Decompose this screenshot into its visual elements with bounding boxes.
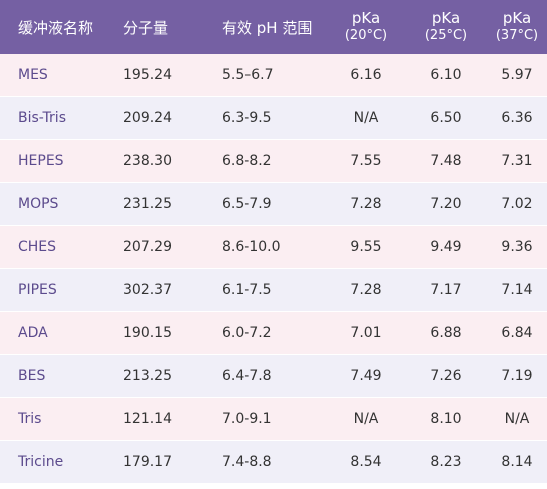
buffer-name: PIPES (18, 282, 57, 298)
table-row: ADA 190.15 6.0-7.2 7.01 6.88 6.84 (0, 312, 547, 355)
pka-37: 7.14 (501, 282, 533, 298)
molecular-weight: 121.14 (123, 411, 172, 427)
buffer-name: Tris (18, 411, 42, 427)
buffer-name: CHES (18, 239, 57, 255)
pka-37: 5.97 (501, 67, 533, 83)
header-pka25: pKa (25°C) (405, 10, 487, 44)
molecular-weight: 179.17 (123, 454, 172, 470)
ph-range: 8.6-10.0 (222, 239, 281, 255)
pka-20: 6.16 (350, 67, 382, 83)
ph-range: 7.4-8.8 (222, 454, 272, 470)
buffer-name: ADA (18, 325, 48, 341)
ph-range: 6.0-7.2 (222, 325, 272, 341)
ph-range: 6.4-7.8 (222, 368, 272, 384)
table-row: Tricine 179.17 7.4-8.8 8.54 8.23 8.14 (0, 441, 547, 484)
header-pka25-temp: (25°C) (424, 28, 468, 43)
pka-37: 7.02 (501, 196, 533, 212)
molecular-weight: 302.37 (123, 282, 172, 298)
pka-37: 7.31 (501, 153, 533, 169)
table-row: MOPS 231.25 6.5-7.9 7.28 7.20 7.02 (0, 183, 547, 226)
header-pka20-label: pKa (351, 9, 381, 27)
header-pka25-label: pKa (431, 9, 461, 27)
pka-37: 6.84 (501, 325, 533, 341)
header-range: 有效 pH 范围 (222, 18, 313, 37)
table-header: 缓冲液名称 分子量 有效 pH 范围 pKa (20°C) pKa (25°C)… (0, 0, 547, 54)
buffer-name: MES (18, 67, 48, 83)
pka-25: 7.20 (430, 196, 462, 212)
molecular-weight: 238.30 (123, 153, 172, 169)
pka-37: 6.36 (501, 110, 533, 126)
ph-range: 6.5-7.9 (222, 196, 272, 212)
table-row: HEPES 238.30 6.8-8.2 7.55 7.48 7.31 (0, 140, 547, 183)
ph-range: 6.1-7.5 (222, 282, 272, 298)
table-row: MES 195.24 5.5–6.7 6.16 6.10 5.97 (0, 54, 547, 97)
pka-37: 9.36 (501, 239, 533, 255)
molecular-weight: 209.24 (123, 110, 172, 126)
header-mw: 分子量 (123, 18, 169, 37)
pka-25: 8.23 (430, 454, 462, 470)
buffer-name: MOPS (18, 196, 59, 212)
ph-range: 7.0-9.1 (222, 411, 272, 427)
molecular-weight: 190.15 (123, 325, 172, 341)
buffer-name: Bis-Tris (18, 110, 66, 126)
pka-20: 9.55 (350, 239, 382, 255)
buffer-name: Tricine (18, 454, 64, 470)
table-row: Tris 121.14 7.0-9.1 N/A 8.10 N/A (0, 398, 547, 441)
buffer-name: BES (18, 368, 46, 384)
pka-20: 7.01 (350, 325, 382, 341)
ph-range: 6.8-8.2 (222, 153, 272, 169)
ph-range: 5.5–6.7 (222, 67, 274, 83)
pka-20: 7.55 (350, 153, 382, 169)
pka-25: 6.10 (430, 67, 462, 83)
header-name: 缓冲液名称 (18, 18, 94, 37)
header-pka37-label: pKa (502, 9, 532, 27)
molecular-weight: 207.29 (123, 239, 172, 255)
pka-25: 7.26 (430, 368, 462, 384)
table-row: Bis-Tris 209.24 6.3-9.5 N/A 6.50 6.36 (0, 97, 547, 140)
pka-20: N/A (353, 411, 379, 427)
pka-20: 8.54 (350, 454, 382, 470)
molecular-weight: 213.25 (123, 368, 172, 384)
buffer-name: HEPES (18, 153, 64, 169)
pka-37: 7.19 (501, 368, 533, 384)
pka-25: 7.48 (430, 153, 462, 169)
pka-25: 6.88 (430, 325, 462, 341)
header-pka20: pKa (20°C) (327, 10, 405, 44)
table-row: BES 213.25 6.4-7.8 7.49 7.26 7.19 (0, 355, 547, 398)
molecular-weight: 231.25 (123, 196, 172, 212)
table-row: PIPES 302.37 6.1-7.5 7.28 7.17 7.14 (0, 269, 547, 312)
pka-20: 7.28 (350, 196, 382, 212)
molecular-weight: 195.24 (123, 67, 172, 83)
pka-37: N/A (504, 411, 530, 427)
pka-37: 8.14 (501, 454, 533, 470)
pka-20: 7.28 (350, 282, 382, 298)
pka-25: 6.50 (430, 110, 462, 126)
pka-20: N/A (353, 110, 379, 126)
header-pka37: pKa (37°C) (487, 10, 547, 44)
header-pka37-temp: (37°C) (495, 28, 539, 43)
header-pka20-temp: (20°C) (344, 28, 388, 43)
ph-range: 6.3-9.5 (222, 110, 272, 126)
table-row: CHES 207.29 8.6-10.0 9.55 9.49 9.36 (0, 226, 547, 269)
pka-25: 8.10 (430, 411, 462, 427)
pka-25: 7.17 (430, 282, 462, 298)
pka-25: 9.49 (430, 239, 462, 255)
pka-20: 7.49 (350, 368, 382, 384)
